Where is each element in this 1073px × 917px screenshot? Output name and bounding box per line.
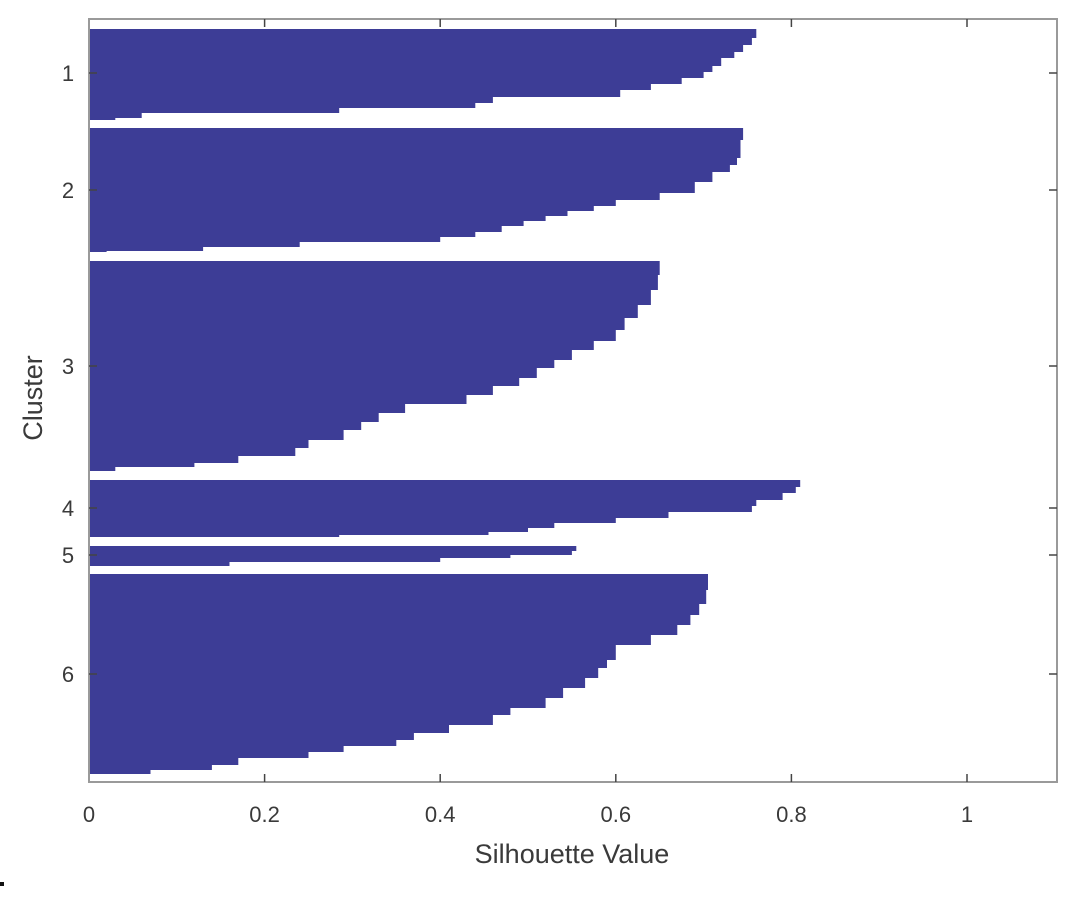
x-tick-label: 0 [83, 802, 95, 827]
cluster-bar-2 [89, 128, 744, 252]
y-tick-label-cluster-2: 2 [62, 178, 74, 203]
cluster-bar-1 [89, 29, 757, 120]
cluster-bar-6 [89, 574, 708, 774]
x-tick-label: 1 [961, 802, 973, 827]
x-tick-label: 0.4 [425, 802, 456, 827]
y-axis-ticks: 1 2 3 4 5 6 [62, 61, 1057, 687]
y-tick-label-cluster-6: 6 [62, 662, 74, 687]
cluster-bar-4 [89, 480, 801, 537]
silhouette-bars [89, 29, 801, 774]
y-axis-label: Cluster [18, 355, 48, 441]
x-tick-label: 0.8 [776, 802, 807, 827]
x-axis-label: Silhouette Value [475, 839, 670, 869]
x-axis-ticks: 0 0.2 0.4 0.6 0.8 1 [83, 19, 973, 827]
plot-frame [88, 18, 1058, 783]
y-tick-label-cluster-4: 4 [62, 496, 74, 521]
cluster-bar-3 [89, 261, 660, 471]
y-tick-label-cluster-3: 3 [62, 354, 74, 379]
stray-dot [0, 882, 4, 886]
x-tick-label: 0.2 [249, 802, 280, 827]
y-tick-label-cluster-5: 5 [62, 543, 74, 568]
y-tick-label-cluster-1: 1 [62, 61, 74, 86]
cluster-bar-5 [89, 546, 577, 566]
x-tick-label: 0.6 [601, 802, 632, 827]
